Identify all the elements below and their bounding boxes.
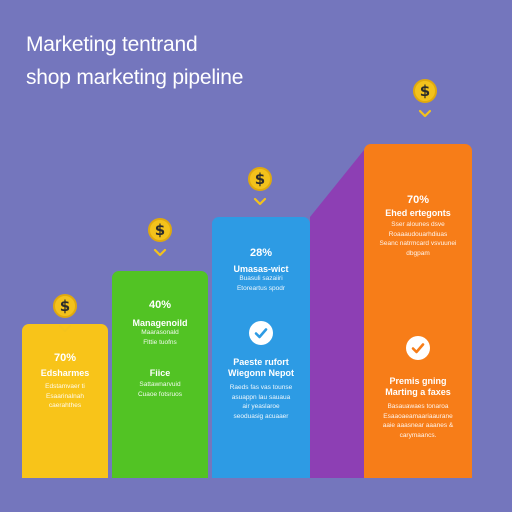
bar-category-label: Premis gning (389, 376, 447, 386)
dollar-coin-icon: $ (413, 79, 437, 103)
dollar-coin-icon: $ (148, 218, 172, 242)
bar-description: Buasuli sazaiiri Etoreartus spodr (236, 275, 286, 292)
bar-description: Sattawnarvuid Cuaoe fotsruos (137, 381, 183, 398)
connector-shape (310, 150, 364, 478)
check-circle-icon (249, 321, 273, 345)
bar-description: Edstamvaer ti Esaarinalnah caerahthes (45, 383, 85, 409)
bar-heading: Ehed ertegonts (385, 208, 451, 218)
bar-category-label: Edsharmes (40, 368, 90, 378)
bar-secondary-label: Wiegonn Nepot (228, 368, 294, 378)
dollar-coin-icon: $ (248, 167, 272, 191)
bar-3: 28% Umasas-wict Buasuli sazaiiri Etoreartu… (212, 217, 310, 478)
bar-value-label: 70% (406, 194, 430, 206)
bar-category-label: Paeste rufort (233, 357, 289, 367)
bar-2: 40% Managenoild Maarasonald Flttie tuofns F… (112, 271, 208, 478)
bar-heading: Managenoild (132, 318, 188, 328)
chevron-down-icon (253, 197, 267, 206)
chart-subtitle: shop marketing pipeline (26, 66, 244, 89)
bar-value-label: 70% (53, 352, 77, 364)
check-circle-icon (406, 336, 430, 360)
dollar-coin-icon: $ (53, 294, 77, 318)
bar-description: Raeds fas vas tounse asuappn lau sauaua … (229, 384, 293, 420)
chevron-down-icon (58, 324, 72, 333)
bar-category-label: Fiice (149, 368, 171, 378)
bar-description: Basauawaes tonaroa Esaaoaeamaariaaurane … (382, 403, 454, 439)
bar-4: 70% Ehed ertegonts Sser alounes dsve Roaaa… (364, 144, 472, 478)
chevron-down-icon (418, 109, 432, 118)
bar-secondary-label: Marting a faxes (385, 387, 451, 397)
chevron-down-icon (153, 248, 167, 257)
chart-title: Marketing tentrand (26, 33, 198, 56)
bar-description: Sser alounes dsve Roaaaudouarhdiuas Sean… (379, 221, 457, 257)
bar-description: Maarasonald Flttie tuofns (141, 329, 179, 346)
bar-heading: Umasas-wict (233, 264, 289, 274)
bar-value-label: 28% (249, 247, 273, 259)
bar-value-label: 40% (148, 299, 172, 311)
bar-1: 70% Edsharmes Edstamvaer ti Esaarinalnah c… (22, 324, 108, 478)
